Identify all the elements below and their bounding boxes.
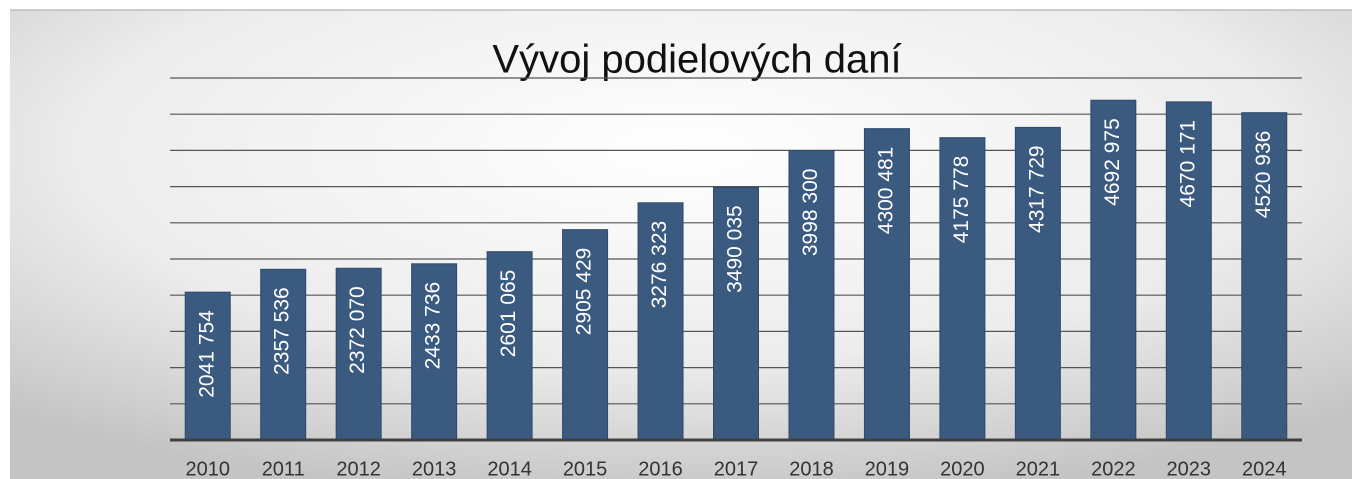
value-label: 2041 754 bbox=[195, 310, 218, 398]
bar bbox=[1090, 99, 1137, 441]
x-tick-label: 2013 bbox=[412, 458, 457, 479]
bar bbox=[788, 150, 835, 441]
value-label: 3276 323 bbox=[648, 221, 671, 309]
x-tick-label: 2014 bbox=[487, 458, 532, 479]
x-tick-label: 2012 bbox=[336, 458, 381, 479]
x-tick-label: 2015 bbox=[563, 458, 608, 479]
value-label: 2905 429 bbox=[573, 248, 596, 336]
value-label: 4300 481 bbox=[874, 147, 897, 235]
bar bbox=[184, 291, 231, 441]
x-tick-label: 2020 bbox=[940, 458, 985, 479]
value-label: 2601 065 bbox=[497, 270, 520, 358]
x-tick-label: 2016 bbox=[638, 458, 683, 479]
x-tick-label: 2017 bbox=[714, 458, 759, 479]
bar bbox=[863, 128, 910, 441]
value-label: 4670 171 bbox=[1176, 120, 1199, 208]
bar bbox=[939, 137, 986, 441]
value-label: 4175 778 bbox=[950, 156, 973, 244]
x-tick-label: 2021 bbox=[1016, 458, 1061, 479]
value-label: 2372 070 bbox=[346, 286, 369, 374]
x-tick-label: 2011 bbox=[262, 458, 305, 479]
value-label: 2357 536 bbox=[271, 287, 294, 375]
x-tick-label: 2022 bbox=[1091, 458, 1136, 479]
value-label: 2433 736 bbox=[422, 282, 445, 370]
x-tick-label: 2018 bbox=[789, 458, 834, 479]
x-tick-label: 2019 bbox=[865, 458, 910, 479]
value-label: 4520 936 bbox=[1252, 131, 1275, 219]
value-label: 3490 035 bbox=[724, 205, 747, 293]
chart-title: Vývoj podielových daní bbox=[492, 38, 901, 82]
bar bbox=[335, 267, 382, 441]
bar bbox=[1241, 112, 1288, 441]
x-tick-label: 2024 bbox=[1242, 458, 1287, 479]
bar bbox=[562, 229, 609, 441]
bar bbox=[486, 251, 533, 441]
bar bbox=[260, 268, 307, 441]
x-tick-label: 2023 bbox=[1167, 458, 1212, 479]
bar bbox=[637, 202, 684, 441]
value-label: 4317 729 bbox=[1025, 145, 1048, 233]
bar bbox=[713, 186, 759, 441]
value-label: 3998 300 bbox=[799, 169, 822, 257]
value-label: 4692 975 bbox=[1101, 118, 1124, 206]
bar bbox=[411, 263, 458, 441]
bar bbox=[1014, 126, 1061, 441]
x-tick-label: 2010 bbox=[185, 458, 230, 479]
bar bbox=[1165, 101, 1212, 441]
